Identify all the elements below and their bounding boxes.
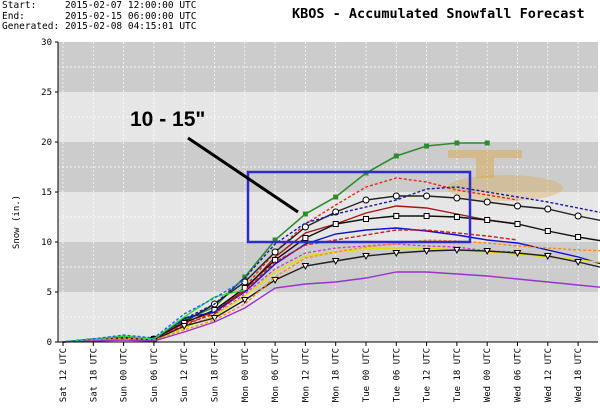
data-point <box>393 153 399 159</box>
x-tick-label: Mon 06 UTC <box>271 348 281 402</box>
data-point <box>301 223 309 231</box>
series-layer <box>62 140 600 345</box>
data-point <box>453 247 461 255</box>
y-tick-label: 5 <box>47 288 52 298</box>
series-12 <box>62 239 600 343</box>
data-point <box>544 205 552 213</box>
data-point <box>513 250 522 258</box>
data-point <box>393 213 400 219</box>
data-point <box>332 221 339 227</box>
data-point <box>331 258 340 266</box>
x-tick-label: Wed 18 UTC <box>574 348 584 402</box>
data-point <box>575 234 582 240</box>
watermark-logo <box>447 150 563 201</box>
data-point <box>454 140 460 146</box>
x-tick-label: Tue 06 UTC <box>392 348 402 402</box>
run-info: Start: 2015-02-07 12:00:00 UTC End: 2015… <box>2 0 197 33</box>
data-point <box>453 214 460 220</box>
x-tick-label: Sun 00 UTC <box>120 348 130 402</box>
y-tick-label: 15 <box>41 188 52 198</box>
data-point <box>544 228 551 234</box>
data-point <box>271 248 279 256</box>
data-point <box>483 248 492 256</box>
data-point <box>362 196 370 204</box>
x-tick-label: Tue 12 UTC <box>423 348 433 402</box>
annotation-text: 10 - 15" <box>130 108 205 131</box>
grid-lines <box>58 42 598 342</box>
x-tick-label: Mon 18 UTC <box>332 348 342 402</box>
start-value: 2015-02-07 12:00:00 UTC <box>64 0 197 11</box>
x-tick-label: Wed 12 UTC <box>544 348 554 402</box>
series-line <box>62 239 600 343</box>
data-point <box>514 221 521 227</box>
x-tick-label: Mon 00 UTC <box>241 348 251 402</box>
data-point <box>574 212 582 220</box>
data-point <box>210 315 219 323</box>
x-tick-label: Sat 18 UTC <box>89 348 99 402</box>
data-point <box>333 194 339 200</box>
data-point <box>424 143 430 149</box>
end-value: 2015-02-15 06:00:00 UTC <box>64 10 197 22</box>
x-tick-label: Sun 18 UTC <box>211 348 221 402</box>
x-tick-label: Mon 12 UTC <box>301 348 311 402</box>
x-tick-label: Tue 00 UTC <box>362 348 372 402</box>
series-line <box>62 271 600 343</box>
x-tick-label: Wed 06 UTC <box>514 348 524 402</box>
data-point <box>422 248 431 256</box>
data-point <box>392 192 400 200</box>
x-tick-label: Sun 12 UTC <box>180 348 190 402</box>
start-label: Start: <box>2 0 37 11</box>
chart-title: KBOS - Accumulated Snowfall Forecast <box>292 6 585 22</box>
series-15 <box>62 279 246 343</box>
y-axis-label: Snow (in.) <box>12 195 22 249</box>
data-point <box>574 259 582 267</box>
end-label: End: <box>2 10 25 22</box>
annotation-arrow <box>187 136 299 214</box>
data-point <box>423 192 431 200</box>
data-point <box>484 217 491 223</box>
data-point <box>514 202 521 210</box>
y-tick-label: 25 <box>41 88 52 98</box>
data-point <box>302 211 308 217</box>
x-tick-label: Sun 06 UTC <box>150 348 160 402</box>
y-tick-label: 0 <box>47 338 52 348</box>
series-line <box>62 279 246 343</box>
data-point <box>543 253 552 261</box>
x-ticks: Sat 12 UTC Sat 18 UTC Sun 00 UTC Sun 06 UTC… <box>59 342 584 402</box>
generated-value: 2015-02-08 04:15:01 UTC <box>64 21 197 32</box>
data-point <box>362 253 370 261</box>
x-tick-label: Sat 12 UTC <box>59 348 69 402</box>
data-point <box>363 216 369 222</box>
annotation-group: 10 - 15" <box>130 108 472 244</box>
data-point <box>392 250 401 258</box>
data-point <box>301 263 310 271</box>
y-tick-label: 20 <box>41 138 52 148</box>
y-ticks: 0 5 10 15 20 25 30 <box>41 38 58 348</box>
data-point <box>483 198 491 206</box>
series-13 <box>62 271 600 343</box>
y-tick-label: 30 <box>41 38 52 48</box>
highlight-box <box>246 170 472 244</box>
data-point <box>272 237 278 243</box>
data-point <box>484 140 490 146</box>
generated-label: Generated: <box>2 21 60 32</box>
x-tick-label: Tue 18 UTC <box>453 348 463 402</box>
x-tick-label: Wed 00 UTC <box>483 348 493 402</box>
data-point <box>453 194 461 202</box>
data-point <box>180 323 189 331</box>
y-tick-label: 10 <box>41 238 52 248</box>
data-point <box>240 297 249 305</box>
data-point <box>423 213 430 219</box>
data-point <box>302 235 309 241</box>
